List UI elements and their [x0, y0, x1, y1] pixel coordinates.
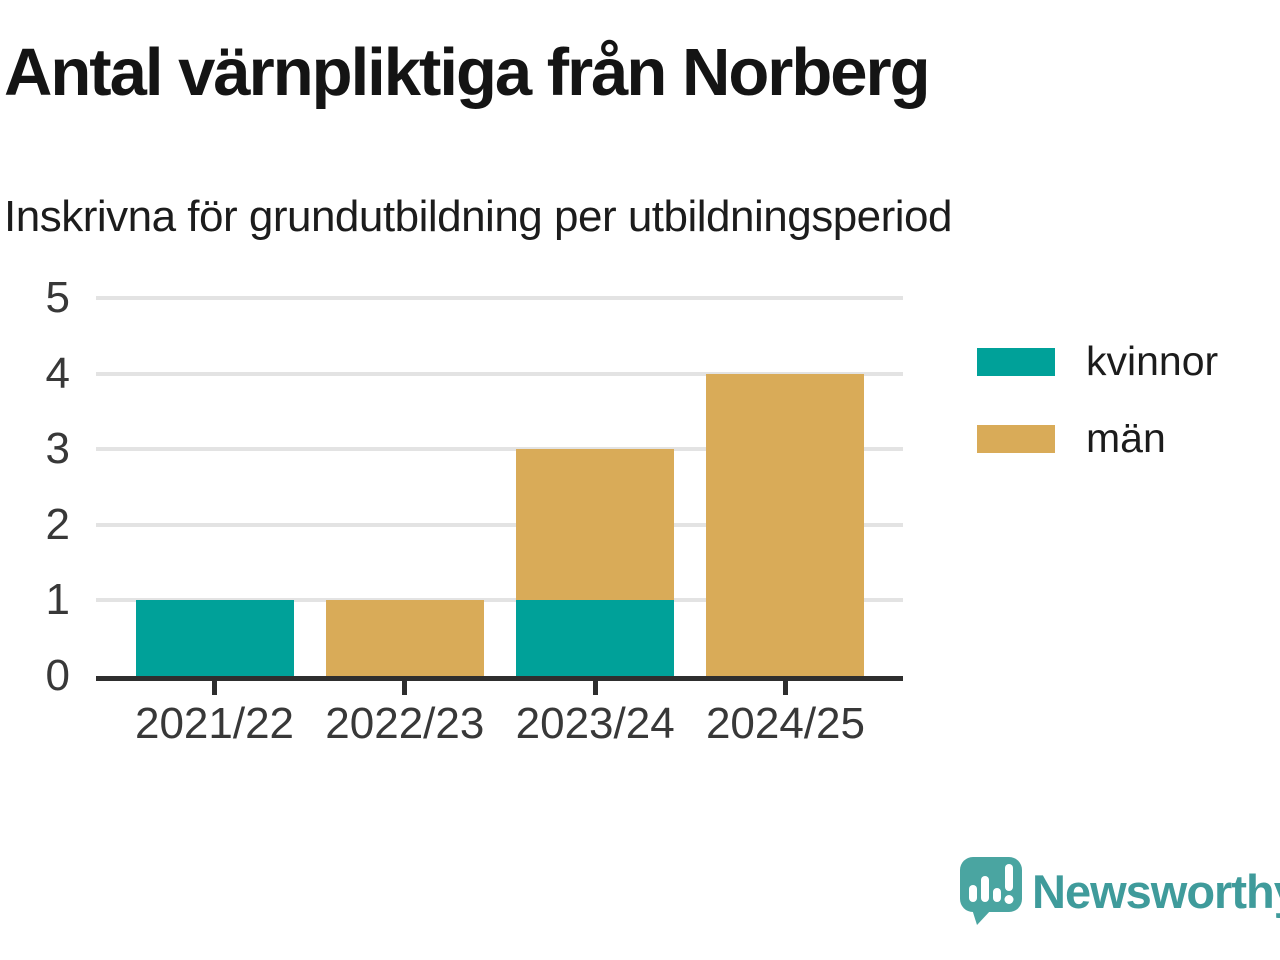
- y-tick-label: 3: [45, 424, 70, 474]
- logo-text: Newsworthy: [1032, 864, 1280, 918]
- x-tick-label: 2021/22: [134, 699, 295, 748]
- x-tick-label: 2022/23: [325, 699, 485, 748]
- bar-segment-män: [325, 600, 484, 676]
- legend-label: kvinnor: [1086, 338, 1219, 384]
- gridline: [96, 598, 903, 603]
- legend-swatch: [977, 347, 1055, 376]
- newsworthy-speech-bubble-bar-chart-icon: [960, 857, 1022, 925]
- x-axis-tick: [592, 681, 598, 695]
- x-axis-line: [96, 676, 903, 681]
- legend-swatch: [977, 424, 1055, 453]
- gridline: [96, 296, 903, 300]
- y-tick-label: 2: [45, 499, 70, 549]
- y-tick-label: 0: [45, 651, 70, 700]
- bar-segment-kvinnor: [516, 600, 675, 676]
- x-tick-label: 2024/25: [705, 699, 866, 748]
- x-tick-label: 2023/24: [515, 699, 675, 748]
- chart-title: Antal värnpliktiga från Norberg: [4, 35, 931, 110]
- x-axis-tick: [402, 681, 408, 695]
- newsworthy-logo: Newsworthy: [960, 856, 1280, 926]
- plot-area: [96, 296, 903, 676]
- x-axis-tick: [782, 681, 788, 695]
- gridline: [96, 447, 903, 452]
- gridline: [96, 522, 903, 527]
- bar-segment-män: [706, 373, 865, 676]
- y-tick-label: 1: [45, 575, 70, 625]
- x-axis-tick: [212, 681, 217, 695]
- bar-segment-män: [516, 449, 675, 601]
- y-tick-label: 4: [45, 348, 70, 398]
- legend: kvinnor män: [977, 338, 1218, 462]
- legend-item-män: män: [977, 415, 1218, 462]
- y-tick-label: 5: [45, 273, 70, 322]
- legend-item-kvinnor: kvinnor: [977, 338, 1218, 385]
- chart-subtitle: Inskrivna för grundutbildning per utbild…: [4, 192, 953, 241]
- gridline: [96, 371, 903, 376]
- bar-segment-kvinnor: [135, 600, 294, 676]
- legend-label: män: [1086, 415, 1166, 461]
